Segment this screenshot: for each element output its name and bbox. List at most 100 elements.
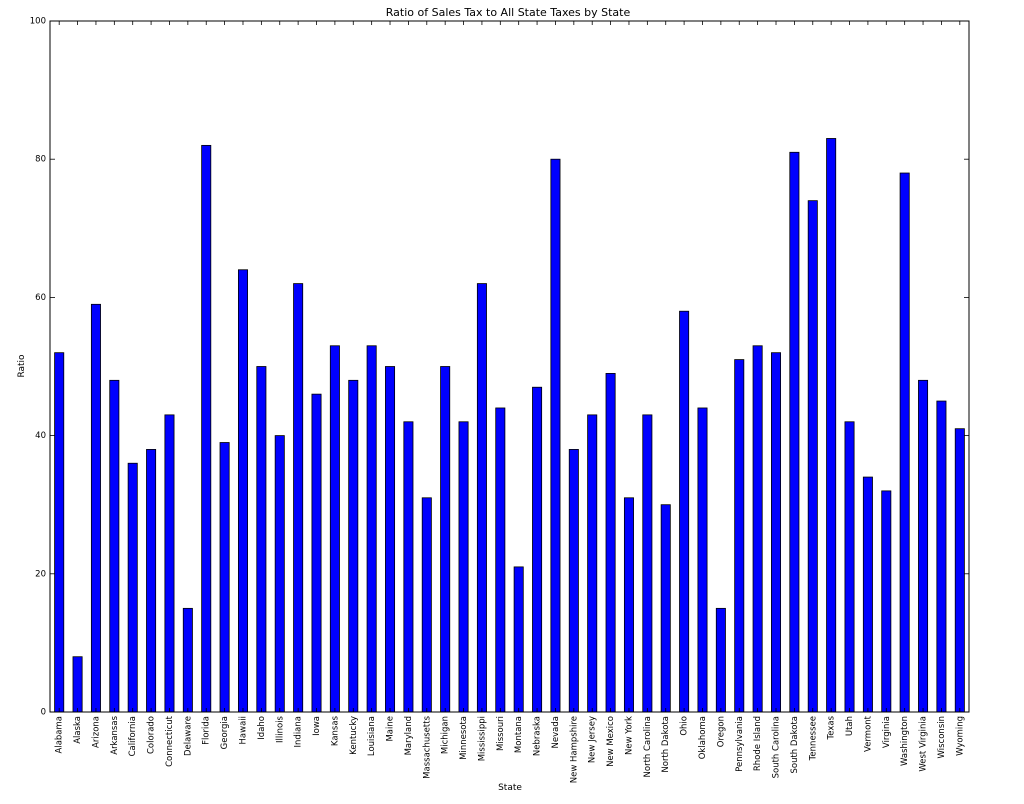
bar-nebraska bbox=[532, 386, 543, 713]
x-tick-label: New Jersey bbox=[588, 716, 598, 763]
x-tick-label: South Carolina bbox=[772, 716, 782, 778]
y-tick-label: 80 bbox=[35, 155, 46, 165]
bar-illinois bbox=[274, 435, 285, 713]
x-tick-label: Alabama bbox=[55, 716, 65, 753]
y-tick-label: 0 bbox=[41, 708, 46, 718]
x-tick-label: Arizona bbox=[91, 716, 101, 748]
bar-indiana bbox=[293, 283, 304, 713]
x-tick-label: Oregon bbox=[716, 716, 726, 747]
bar-north-dakota bbox=[660, 504, 671, 713]
x-tick-label: Hawaii bbox=[238, 716, 248, 744]
bar-delaware bbox=[182, 607, 193, 713]
x-tick-label: Colorado bbox=[147, 716, 157, 754]
bar-south-carolina bbox=[771, 352, 782, 713]
x-tick-label: South Dakota bbox=[790, 716, 800, 774]
x-tick-label: Kentucky bbox=[349, 716, 359, 755]
bar-new-mexico bbox=[605, 373, 616, 713]
x-tick-label: Vermont bbox=[863, 715, 873, 752]
x-tick-label: Wyoming bbox=[955, 716, 965, 756]
bar-idaho bbox=[256, 366, 267, 713]
x-tick-label: Massachusetts bbox=[422, 715, 432, 778]
chart-title: Ratio of Sales Tax to All State Taxes by… bbox=[386, 6, 631, 19]
x-tick-label: Nebraska bbox=[533, 716, 543, 756]
x-tick-label: New York bbox=[624, 716, 634, 755]
bar-pennsylvania bbox=[734, 359, 745, 713]
y-tick-label: 40 bbox=[35, 431, 46, 441]
x-tick-label: Virginia bbox=[882, 716, 892, 748]
bar-arizona bbox=[90, 303, 101, 713]
x-tick-label: Minnesota bbox=[459, 716, 469, 760]
bar-oregon bbox=[715, 607, 726, 713]
x-tick-label: Arkansas bbox=[110, 715, 120, 754]
y-axis-label: Ratio bbox=[17, 354, 27, 378]
y-tick-label: 20 bbox=[35, 569, 46, 579]
x-tick-label: Kansas bbox=[330, 715, 340, 746]
x-tick-label: Louisiana bbox=[367, 716, 377, 756]
x-tick-label: Maine bbox=[386, 716, 396, 742]
x-axis-ticks: Alabama Alaska Arizona Arkansas California Co… bbox=[55, 21, 965, 783]
x-tick-label: Washington bbox=[900, 716, 910, 766]
bar-missouri bbox=[495, 407, 506, 713]
bar-oklahoma bbox=[697, 407, 708, 713]
x-tick-label: Connecticut bbox=[165, 715, 175, 767]
bar-utah bbox=[844, 421, 855, 713]
x-tick-label: North Dakota bbox=[661, 716, 671, 773]
bar-iowa bbox=[311, 393, 322, 713]
bar-new-jersey bbox=[587, 414, 598, 713]
bar-montana bbox=[513, 566, 524, 713]
y-axis-ticks: 0 20 40 60 80 100 bbox=[30, 17, 969, 718]
bar-vermont bbox=[862, 476, 873, 713]
x-tick-label: Mississippi bbox=[477, 716, 487, 761]
bar-maryland bbox=[403, 421, 414, 713]
x-tick-label: Utah bbox=[845, 716, 855, 736]
x-tick-label: Florida bbox=[202, 716, 212, 745]
x-tick-label: Alaska bbox=[73, 716, 83, 744]
x-tick-label: Rhode Island bbox=[753, 716, 763, 771]
x-tick-label: New Mexico bbox=[606, 716, 616, 767]
bar-south-dakota bbox=[789, 151, 800, 713]
y-tick-label: 60 bbox=[35, 293, 46, 303]
x-tick-label: Texas bbox=[827, 715, 837, 740]
bar-new-york bbox=[623, 497, 634, 713]
bar-louisiana bbox=[366, 345, 377, 713]
bar-colorado bbox=[146, 449, 157, 713]
bar-north-carolina bbox=[642, 414, 653, 713]
bar-michigan bbox=[440, 366, 451, 713]
x-tick-label: Maryland bbox=[404, 716, 414, 755]
bar-minnesota bbox=[458, 421, 469, 713]
bar-washington bbox=[899, 172, 910, 713]
x-tick-label: Wisconsin bbox=[937, 716, 947, 758]
x-tick-label: Idaho bbox=[257, 716, 267, 740]
x-tick-label: Tennessee bbox=[808, 716, 818, 761]
bar-nevada bbox=[550, 158, 561, 713]
bar-tennessee bbox=[807, 200, 818, 713]
x-tick-label: Indiana bbox=[294, 716, 304, 747]
bar-virginia bbox=[881, 490, 892, 713]
bar-kansas bbox=[329, 345, 340, 713]
y-tick-label: 100 bbox=[30, 17, 46, 27]
x-tick-label: Georgia bbox=[220, 716, 230, 749]
x-axis-label: State bbox=[498, 783, 522, 793]
bar-florida bbox=[201, 144, 212, 713]
x-tick-label: Iowa bbox=[312, 716, 322, 736]
bar-hawaii bbox=[237, 269, 248, 713]
bar-rhode-island bbox=[752, 345, 763, 713]
bar-connecticut bbox=[164, 414, 175, 713]
bar-massachusetts bbox=[421, 497, 432, 713]
x-tick-label: California bbox=[128, 716, 138, 756]
bar-arkansas bbox=[109, 379, 120, 713]
bar-alabama bbox=[54, 352, 65, 713]
bar-california bbox=[127, 462, 138, 713]
x-tick-label: Pennsylvania bbox=[735, 716, 745, 772]
x-tick-label: North Carolina bbox=[643, 716, 653, 777]
x-tick-label: Michigan bbox=[441, 716, 451, 754]
x-tick-label: Delaware bbox=[183, 716, 193, 756]
x-tick-label: Montana bbox=[514, 716, 524, 753]
bar-georgia bbox=[219, 442, 230, 713]
bar-mississippi bbox=[476, 283, 487, 713]
x-tick-label: Nevada bbox=[551, 716, 561, 748]
bars-group bbox=[54, 138, 965, 713]
bar-wyoming bbox=[954, 428, 965, 713]
bar-new-hampshire bbox=[568, 449, 579, 713]
